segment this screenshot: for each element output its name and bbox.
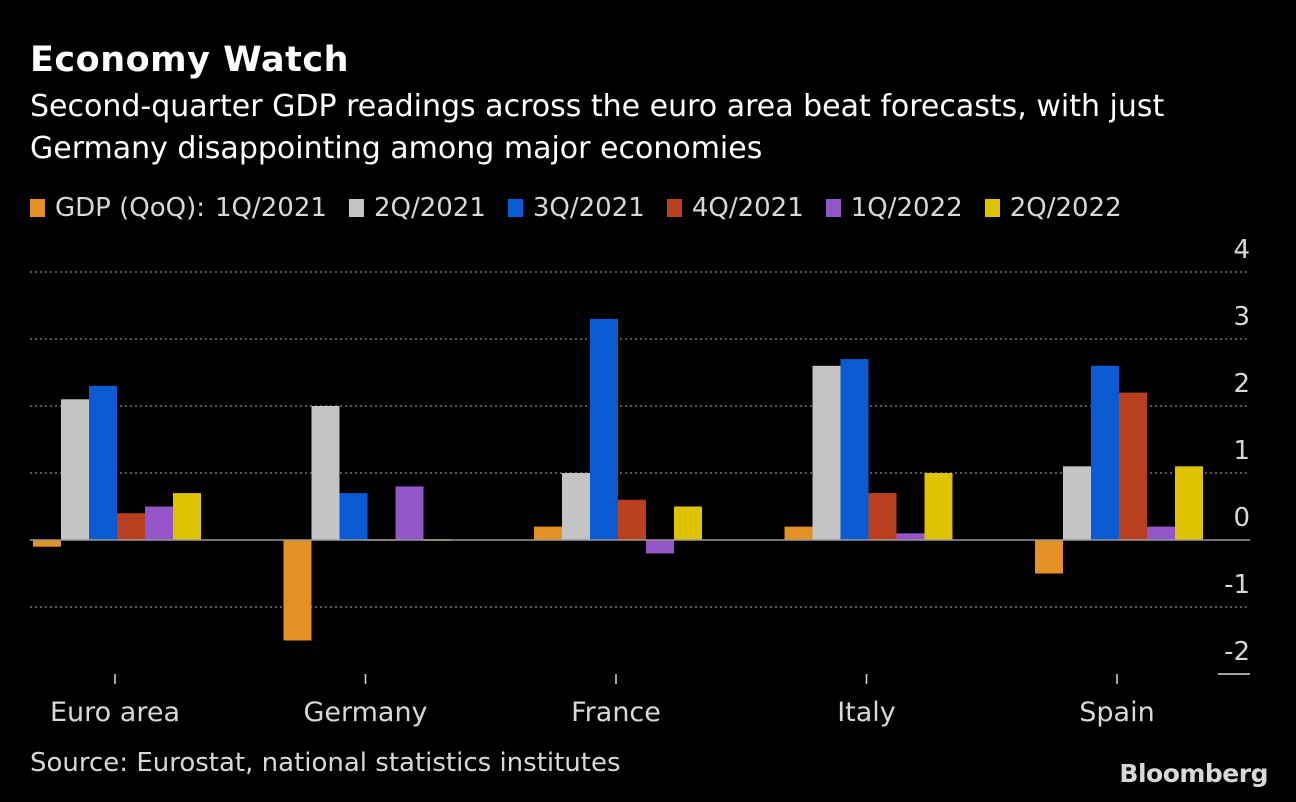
bar-france-2q-2022 — [674, 506, 702, 540]
legend-item-2q-2022: 2Q/2022 — [984, 193, 1122, 223]
legend-item-1q-2021: GDP (QoQ): 1Q/2021 — [30, 193, 327, 223]
legend-swatch-1q-2022 — [825, 199, 841, 217]
bar-euro-area-1q-2021 — [33, 540, 61, 547]
chart-subtitle: Second-quarter GDP readings across the e… — [30, 89, 1165, 166]
bar-spain-1q-2022 — [1147, 526, 1175, 540]
legend-swatch-3q-2021 — [507, 199, 523, 217]
bar-spain-4q-2021 — [1119, 392, 1147, 540]
x-tick-label-spain: Spain — [1079, 697, 1154, 728]
y-tick-label-1: -1 — [1224, 570, 1250, 600]
bar-euro-area-3q-2021 — [89, 385, 117, 540]
legend-label-1q-2022: 1Q/2022 — [850, 193, 963, 223]
bar-italy-2q-2021 — [812, 365, 841, 540]
y-tick-label-1: 1 — [1233, 436, 1250, 466]
legend-swatch-2q-2022 — [984, 199, 1000, 217]
bar-germany-2q-2021 — [311, 406, 340, 540]
x-tick-label-france: France — [571, 697, 661, 728]
chart-title: Economy Watch — [30, 40, 350, 80]
legend-swatch-1q-2021 — [30, 199, 45, 217]
bar-france-1q-2022 — [646, 540, 674, 554]
bar-spain-2q-2022 — [1175, 466, 1203, 540]
bar-italy-2q-2022 — [924, 473, 953, 540]
y-tick-label-3: 3 — [1233, 302, 1250, 332]
bar-france-1q-2021 — [534, 526, 562, 540]
legend-label-4q-2021: 4Q/2021 — [691, 193, 804, 223]
legend-swatch-2q-2021 — [348, 199, 364, 217]
bar-germany-1q-2022 — [395, 486, 424, 540]
bar-france-2q-2021 — [562, 473, 590, 540]
bar-euro-area-2q-2022 — [173, 493, 201, 540]
bar-spain-2q-2021 — [1063, 466, 1091, 540]
legend-label-2q-2022: 2Q/2022 — [1009, 193, 1122, 223]
bar-euro-area-1q-2022 — [145, 506, 173, 540]
x-tick-label-italy: Italy — [837, 697, 896, 728]
bar-germany-1q-2021 — [283, 540, 312, 641]
legend-item-1q-2022: 1Q/2022 — [825, 193, 963, 223]
legend-item-3q-2021: 3Q/2021 — [507, 193, 645, 223]
legend-label-2q-2021: 2Q/2021 — [373, 193, 486, 223]
bar-spain-3q-2021 — [1091, 365, 1119, 540]
bar-france-3q-2021 — [590, 318, 618, 540]
y-tick-label-2: -2 — [1224, 637, 1250, 667]
bar-spain-1q-2021 — [1035, 540, 1063, 574]
bar-euro-area-4q-2021 — [117, 513, 145, 540]
bar-euro-area-2q-2021 — [61, 399, 89, 540]
bar-italy-3q-2021 — [840, 359, 869, 540]
legend-prefix: GDP (QoQ): — [55, 193, 205, 223]
legend: GDP (QoQ): 1Q/2021 2Q/2021 3Q/2021 4Q/20… — [30, 193, 1144, 223]
bar-italy-4q-2021 — [868, 493, 897, 540]
x-tick-label-germany: Germany — [303, 697, 427, 728]
bar-germany-3q-2021 — [339, 493, 368, 540]
legend-item-2q-2021: 2Q/2021 — [348, 193, 486, 223]
y-tick-label-0: 0 — [1233, 503, 1250, 533]
legend-label-1q-2021: 1Q/2021 — [215, 193, 327, 223]
y-tick-label-4: 4 — [1233, 235, 1250, 265]
bloomberg-logo: Bloomberg — [1119, 759, 1268, 788]
bar-italy-1q-2021 — [784, 526, 813, 540]
source-note: Source: Eurostat, national statistics in… — [30, 748, 621, 778]
y-tick-label-2: 2 — [1233, 369, 1250, 399]
bar-italy-1q-2022 — [896, 533, 925, 540]
x-tick-label-euro-area: Euro area — [50, 697, 180, 728]
legend-label-3q-2021: 3Q/2021 — [532, 193, 645, 223]
legend-item-4q-2021: 4Q/2021 — [666, 193, 804, 223]
bar-france-4q-2021 — [618, 499, 646, 540]
legend-swatch-4q-2021 — [666, 199, 682, 217]
